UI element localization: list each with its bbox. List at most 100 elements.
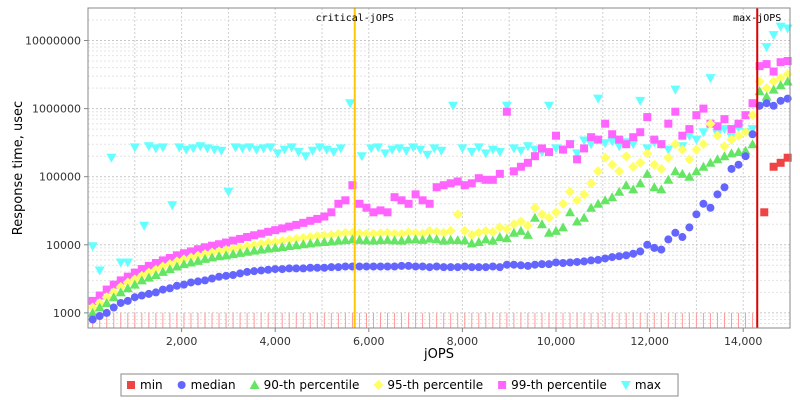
data-point: [559, 145, 568, 154]
y-tick-label: 1000000: [32, 103, 81, 116]
data-point: [221, 244, 232, 255]
data-point: [193, 277, 202, 286]
data-point: [642, 148, 653, 159]
data-point: [748, 130, 757, 139]
data-point: [292, 264, 301, 273]
data-point: [228, 249, 239, 259]
data-point: [151, 288, 160, 297]
data-point: [408, 143, 419, 153]
data-point: [671, 107, 680, 116]
data-point: [509, 260, 518, 269]
data-point: [264, 265, 273, 274]
data-point: [559, 259, 568, 268]
data-point: [775, 73, 786, 84]
data-point: [257, 266, 266, 275]
data-point: [380, 149, 391, 159]
data-point: [657, 140, 666, 149]
data-point: [657, 245, 666, 254]
data-point: [768, 76, 779, 87]
data-point: [143, 272, 154, 282]
data-point: [279, 145, 290, 155]
data-point: [685, 223, 694, 232]
y-tick-label: 10000: [46, 239, 81, 252]
data-point: [760, 208, 769, 217]
x-tick-label: 8,000: [447, 335, 479, 348]
data-point: [214, 251, 225, 261]
data-point: [740, 127, 751, 138]
data-point: [643, 240, 652, 249]
data-point: [209, 145, 220, 155]
data-point: [473, 227, 484, 238]
data-point: [130, 268, 139, 277]
data-point: [321, 145, 332, 155]
data-point: [355, 199, 364, 208]
data-point: [242, 241, 253, 252]
y-tick-label: 1000: [53, 307, 81, 320]
data-point: [664, 235, 673, 244]
data-point: [593, 166, 604, 177]
data-point: [243, 233, 252, 242]
data-point: [432, 183, 441, 192]
data-point: [228, 243, 239, 254]
data-point: [334, 263, 343, 272]
data-point: [629, 249, 638, 258]
data-point: [122, 277, 133, 288]
data-point: [150, 270, 161, 280]
data-point: [636, 247, 645, 256]
data-point: [356, 152, 367, 162]
data-point: [326, 229, 337, 240]
data-point: [508, 144, 519, 154]
data-point: [775, 80, 786, 90]
data-point: [705, 157, 716, 167]
data-point: [663, 152, 674, 163]
data-point: [340, 235, 351, 245]
data-point: [87, 302, 98, 313]
x-tick-label: 4,000: [259, 335, 291, 348]
data-point: [720, 183, 729, 192]
data-point: [460, 262, 469, 271]
data-point: [422, 150, 433, 160]
data-point: [129, 274, 140, 285]
data-point: [466, 238, 477, 248]
data-point: [244, 143, 255, 153]
data-point: [95, 291, 104, 300]
data-point: [243, 267, 252, 276]
data-point: [523, 261, 532, 270]
data-point: [600, 195, 611, 205]
data-point: [150, 264, 161, 275]
data-point: [369, 208, 378, 217]
data-point: [88, 296, 97, 305]
data-point: [401, 146, 412, 156]
data-point: [327, 208, 336, 217]
data-point: [87, 307, 98, 317]
data-point: [586, 178, 597, 189]
data-point: [719, 151, 730, 161]
data-point: [615, 135, 624, 144]
data-point: [783, 153, 792, 162]
data-point: [221, 250, 232, 260]
data-point: [572, 195, 583, 206]
data-point: [453, 177, 462, 186]
data-point: [628, 140, 639, 150]
data-point: [741, 111, 750, 120]
data-point: [313, 263, 322, 272]
data-point: [122, 258, 133, 268]
data-point: [272, 149, 283, 159]
data-point: [705, 118, 716, 129]
data-point: [429, 144, 440, 154]
data-point: [201, 276, 209, 285]
data-point: [594, 135, 603, 144]
data-point: [207, 252, 218, 262]
data-point: [649, 182, 660, 192]
data-point: [320, 263, 329, 272]
data-point: [291, 240, 302, 250]
data-point: [242, 246, 253, 256]
data-point: [529, 212, 540, 222]
x-tick-label: 6,000: [353, 335, 385, 348]
data-point: [165, 253, 174, 262]
data-point: [373, 143, 384, 153]
data-point: [734, 160, 743, 169]
data-point: [529, 145, 540, 155]
data-point: [382, 227, 393, 238]
data-point: [467, 179, 476, 188]
